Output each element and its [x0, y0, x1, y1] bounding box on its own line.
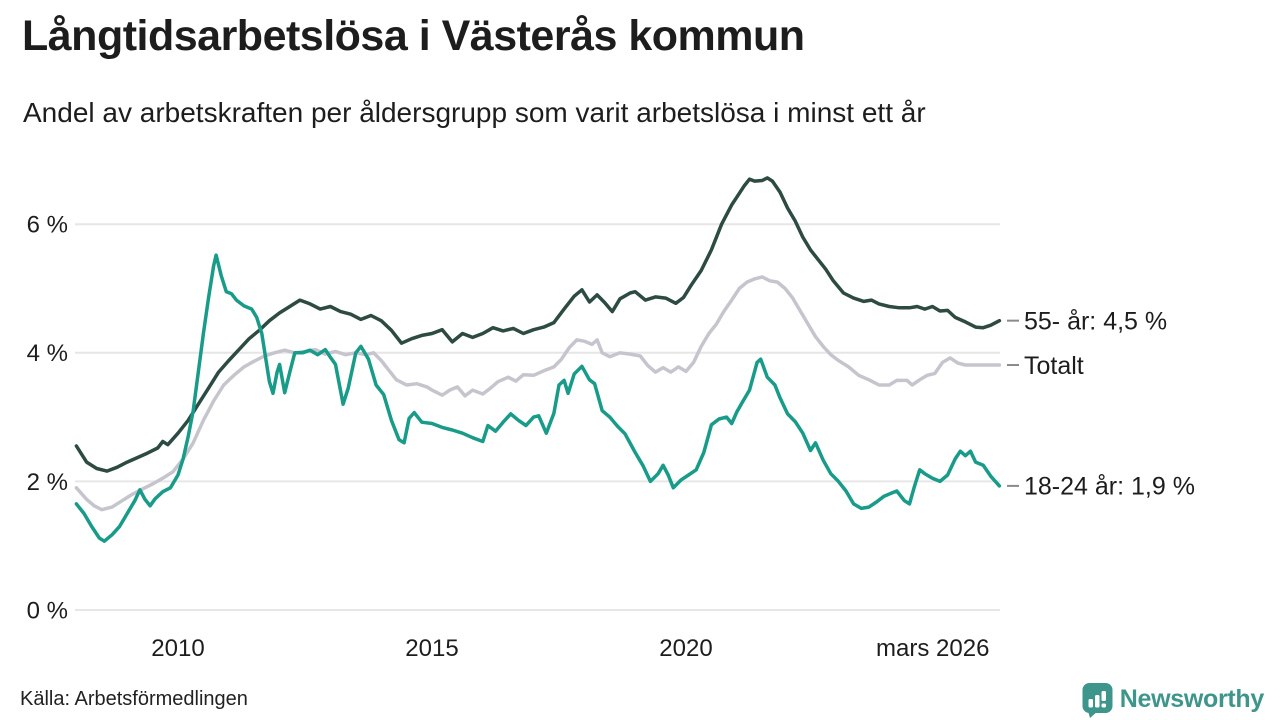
- x-axis-tick-label: 2020: [659, 635, 712, 662]
- series-line-55-r: [74, 176, 1002, 473]
- series-line-18-24-r: [74, 253, 1002, 543]
- chart-subtitle: Andel av arbetskraften per åldersgrupp s…: [23, 97, 926, 128]
- x-axis-tick-label: mars 2026: [876, 635, 989, 662]
- series-end-label-18-24-r: 18-24 år: 1,9 %: [1024, 473, 1195, 501]
- y-axis-tick-label: 0 %: [27, 597, 68, 624]
- x-axis-tick-label: 2010: [151, 635, 204, 662]
- source-note: Källa: Arbetsförmedlingen: [20, 688, 248, 710]
- series-end-label-55-r: 55- år: 4,5 %: [1024, 307, 1167, 335]
- newsworthy-branding: Newsworthy: [1082, 680, 1264, 718]
- y-axis-tick-label: 4 %: [27, 340, 68, 367]
- newsworthy-logo-icon: [1082, 683, 1113, 718]
- newsworthy-logo-text: Newsworthy: [1119, 684, 1265, 713]
- x-axis-tick-label: 2015: [405, 635, 458, 662]
- y-axis-tick-label: 6 %: [27, 212, 68, 239]
- series-end-label-totalt: Totalt: [1024, 352, 1084, 380]
- series-line-totalt: [74, 275, 1002, 512]
- y-axis-tick-label: 2 %: [27, 469, 68, 496]
- page-title: Långtidsarbetslösa i Västerås kommun: [22, 12, 805, 60]
